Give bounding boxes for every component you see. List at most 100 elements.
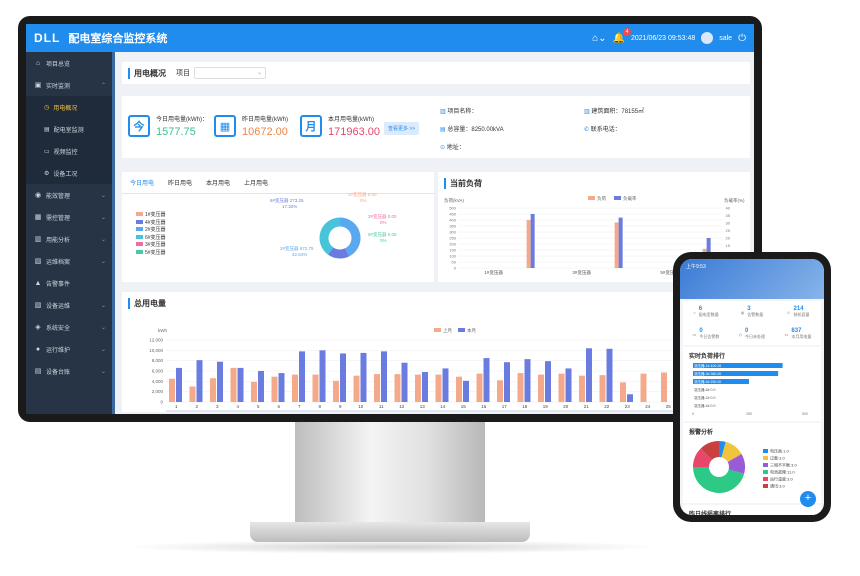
donut-legend-item[interactable]: 1#变压器 bbox=[136, 212, 166, 220]
legend-swatch bbox=[763, 456, 768, 460]
bar bbox=[189, 386, 196, 402]
bar bbox=[456, 376, 462, 402]
bar bbox=[292, 374, 298, 402]
y2-tick-label: 20 bbox=[726, 236, 731, 241]
y-tick-label: 2,000 bbox=[152, 389, 164, 394]
rank-label: 变压器-6# 0.0 bbox=[694, 387, 715, 392]
monitor-stand-neck bbox=[295, 422, 485, 522]
kpi-yesterday: ▦ 昨日用电量(kWh) 10672.00 bbox=[214, 114, 288, 138]
sidebar-item-operation[interactable]: ● 运行维护 ⌄ bbox=[35, 345, 106, 354]
sidebar-item-analysis[interactable]: ▥ 用能分析 ⌄ bbox=[34, 236, 106, 244]
sidebar-sub-status[interactable]: ⚙ 设备工况 bbox=[26, 162, 112, 184]
phone-stat[interactable]: ◍ 3 告警数量 bbox=[740, 306, 764, 317]
user-name[interactable]: sale bbox=[719, 34, 733, 42]
phone-stats: ⌂ 6 配电室数量 ◍ 3 告警数量 ☺ 214 装机容量 ▭ 0 今日告警数 ◇ 0 今日未处理 … bbox=[683, 301, 821, 345]
project-name-row: ▥ 项目名称： bbox=[440, 109, 478, 115]
bell-icon[interactable]: 🔔 4 bbox=[613, 27, 631, 44]
sidebar-item-maintenance[interactable]: ▧ 设备运维 ⌄ bbox=[34, 302, 106, 310]
bar bbox=[517, 373, 524, 402]
avatar[interactable] bbox=[701, 32, 714, 44]
bar bbox=[618, 217, 623, 268]
sidebar-item-demand[interactable]: ▦ 需控管理 ⌄ bbox=[34, 214, 106, 222]
shirt-icon[interactable]: ⌂⌄ bbox=[592, 32, 607, 44]
phone-stat[interactable]: ☺ 214 装机容量 bbox=[786, 306, 810, 317]
x-tick-label: 11 bbox=[379, 404, 384, 409]
legend-label: 1#变压器 bbox=[145, 212, 166, 218]
bar bbox=[661, 372, 667, 402]
donut-legend-item[interactable]: 4#变压器 bbox=[136, 219, 166, 228]
bar bbox=[217, 361, 223, 402]
power-icon[interactable]: ⏻ bbox=[738, 32, 746, 44]
y-tick-label: 8,000 bbox=[152, 358, 164, 363]
bar bbox=[463, 380, 469, 402]
bar bbox=[627, 394, 633, 402]
phone-stat[interactable]: ⌂ 6 配电室数量 bbox=[693, 306, 719, 317]
sidebar-item-alarm[interactable]: ▲ 告警事件 bbox=[34, 279, 71, 288]
sidebar-item-monitoring[interactable]: ▣ 实时监测 ⌃ bbox=[34, 82, 106, 90]
donut-label-pct: 42.64% bbox=[292, 252, 307, 257]
legend-label: 负荷 bbox=[597, 195, 606, 202]
globe-icon: ◍ bbox=[740, 309, 745, 315]
load-title: 当前负荷 bbox=[444, 178, 482, 189]
monitor-screen: DLL 配电室综合监控系统 ⌂⌄ 🔔 4 2021/06/23 09:53:48 … bbox=[26, 24, 754, 414]
rank-label: 变压器-1# 400.26 bbox=[694, 363, 721, 368]
monitor-stand-base bbox=[250, 522, 530, 542]
sidebar-item-overview[interactable]: ⌂ 项目总览 bbox=[35, 59, 71, 68]
add-button[interactable]: + bbox=[800, 491, 816, 507]
y-tick-label: 350 bbox=[449, 224, 456, 229]
donut-legend-item[interactable]: 6#变压器 bbox=[136, 234, 166, 243]
phone-stat[interactable]: ▭ 837 本月用电量 bbox=[784, 328, 812, 339]
pin-icon: ● bbox=[35, 345, 41, 353]
tab-yesterday[interactable]: 昨日用电 bbox=[168, 181, 193, 187]
sidebar-scrollbar[interactable] bbox=[112, 52, 115, 414]
sidebar-sub-video[interactable]: ▭ 视频监控 bbox=[26, 140, 112, 162]
chevron-down-icon: ⌄ bbox=[100, 324, 106, 331]
brand-logo: DLL bbox=[34, 31, 61, 45]
clock-icon: ◷ bbox=[44, 104, 50, 111]
more-button[interactable]: 查看更多 >> bbox=[384, 122, 420, 135]
y-axis-unit: kWh bbox=[158, 328, 167, 333]
donut-legend-item[interactable]: 5#变压器 bbox=[136, 249, 166, 258]
capacity-row: ▤ 总容量：8250.00kVA bbox=[440, 127, 504, 133]
top-bar: DLL 配电室综合监控系统 ⌂⌄ 🔔 4 2021/06/23 09:53:48 … bbox=[26, 24, 754, 52]
x-tick-label: 7 bbox=[298, 404, 301, 409]
chevron-down-icon: ⌄ bbox=[100, 368, 106, 375]
sidebar-item-security[interactable]: ◈ 系统安全 ⌄ bbox=[35, 324, 106, 332]
donut-legend-item[interactable]: 2#变压器 bbox=[136, 227, 166, 235]
sidebar-sub-room[interactable]: ▤ 配电室监测 bbox=[26, 118, 112, 140]
sidebar-item-ledger[interactable]: ▤ 设备台账 ⌄ bbox=[34, 368, 106, 376]
donut-label: 2#变压器 672.75 bbox=[280, 245, 314, 252]
y-tick-label: 6,000 bbox=[152, 369, 164, 374]
kpi-today: 今 今日用电量(kWh)： 1577.75 bbox=[128, 114, 208, 138]
phone-stat[interactable]: ▭ 0 今日告警数 bbox=[692, 328, 720, 339]
tab-last-month[interactable]: 上月用电 bbox=[244, 181, 269, 187]
y2-tick-label: 25 bbox=[726, 228, 731, 233]
phone-alarm-chart: 电压高:1.0过载:3.0三相不平衡:3.0电池故障:11.0运行温度:3.0通… bbox=[693, 441, 797, 493]
donut-label-pct: 0% bbox=[380, 220, 387, 225]
legend-swatch bbox=[763, 463, 768, 467]
sidebar-item-archive[interactable]: ▨ 运维档案 ⌄ bbox=[34, 258, 106, 266]
legend-label: 4#变压器 bbox=[145, 219, 166, 226]
legend-label: 三相不平衡:3.0 bbox=[770, 462, 797, 468]
rank-axis-label: 500 bbox=[802, 412, 808, 416]
phone-stat[interactable]: ◇ 0 今日未处理 bbox=[738, 328, 766, 339]
x-tick-label: 20 bbox=[563, 404, 569, 409]
donut-legend: 1#变压器 4#变压器 2#变压器 6#变压器 3#变压器 5#变压器 bbox=[136, 212, 166, 257]
tab-today[interactable]: 今日用电 bbox=[130, 181, 155, 187]
sidebar-sub-overview[interactable]: ◷ 用电概况 bbox=[26, 96, 112, 118]
legend-swatch bbox=[588, 196, 595, 200]
y2-tick-label: 15 bbox=[726, 243, 731, 248]
rank-label: 变压器-3# 380.00 bbox=[694, 371, 721, 376]
y2-axis-label: 负载率(%) bbox=[724, 197, 745, 204]
zoom-scrollbar bbox=[166, 410, 740, 412]
y-tick-label: 50 bbox=[452, 260, 457, 265]
phone-alarm-card: 报警分析 电压高:1.0 过载:3.0 三相不平衡:3.0 电池故障:11.0 运行温度… bbox=[683, 423, 821, 503]
legend-swatch bbox=[458, 328, 465, 332]
x-tick-label: 8 bbox=[318, 404, 321, 409]
project-select[interactable]: ⌄ bbox=[194, 67, 266, 79]
donut-legend-item[interactable]: 3#变压器 bbox=[136, 242, 166, 250]
bar bbox=[620, 382, 626, 402]
pie-hole bbox=[709, 457, 729, 477]
tab-this-month[interactable]: 本月用电 bbox=[206, 181, 231, 187]
sidebar-item-energy[interactable]: ◉ 能效管理 ⌄ bbox=[34, 192, 106, 200]
